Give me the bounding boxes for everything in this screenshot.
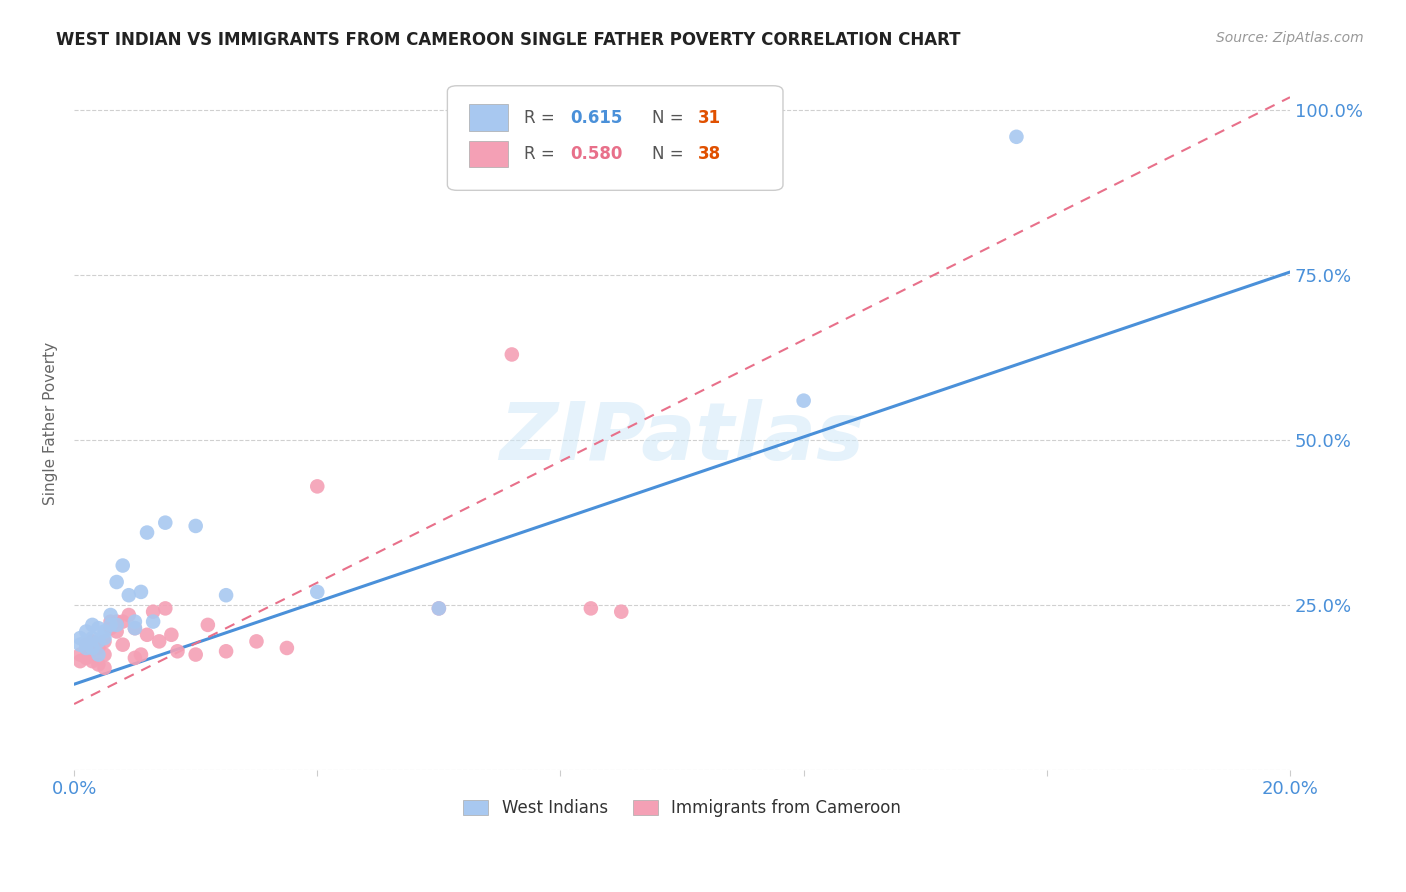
Point (69, 638, 91, 652)
Point (82, 640, 104, 655)
Point (148, 634, 170, 648)
Text: R =: R = (524, 145, 555, 163)
Point (93, 661, 115, 675)
Text: 31: 31 (697, 109, 721, 127)
Point (100, 607, 122, 622)
Point (87, 634, 110, 648)
Text: ZIPatlas: ZIPatlas (499, 399, 865, 476)
Point (82, 618, 104, 632)
Point (93, 624, 115, 639)
Point (75, 640, 97, 655)
Point (75, 638, 97, 652)
Point (105, 615, 128, 629)
Point (93, 634, 115, 648)
Point (93, 648, 115, 662)
Point (111, 558, 134, 573)
Text: Source: ZipAtlas.com: Source: ZipAtlas.com (1216, 31, 1364, 45)
Point (75, 634, 97, 648)
Point (100, 615, 122, 629)
Point (69, 631, 91, 645)
Point (155, 516, 177, 530)
Text: N =: N = (651, 145, 683, 163)
Point (105, 574, 128, 589)
Point (93, 631, 115, 645)
Legend: West Indians, Immigrants from Cameroon: West Indians, Immigrants from Cameroon (457, 793, 907, 824)
Text: 0.615: 0.615 (571, 109, 623, 127)
Point (579, 601, 602, 615)
Point (1005, 129, 1028, 144)
Point (105, 624, 128, 639)
Point (124, 615, 146, 629)
Point (105, 618, 128, 632)
Text: N =: N = (651, 109, 683, 127)
Point (184, 519, 207, 533)
Point (793, 393, 815, 408)
Point (276, 640, 298, 655)
Point (136, 525, 159, 540)
Point (124, 621, 146, 635)
Point (136, 628, 159, 642)
Point (87, 621, 110, 635)
Point (124, 651, 146, 665)
Point (118, 607, 141, 622)
Text: WEST INDIAN VS IMMIGRANTS FROM CAMEROON SINGLE FATHER POVERTY CORRELATION CHART: WEST INDIAN VS IMMIGRANTS FROM CAMEROON … (56, 31, 960, 49)
Point (427, 601, 450, 615)
Point (160, 628, 183, 642)
Point (155, 601, 177, 615)
Point (87, 648, 110, 662)
Point (307, 585, 329, 599)
Point (82, 631, 104, 645)
Point (82, 634, 104, 648)
Point (87, 657, 110, 672)
Point (184, 648, 207, 662)
Point (245, 634, 267, 648)
FancyBboxPatch shape (470, 104, 508, 131)
Point (427, 601, 450, 615)
Point (87, 640, 110, 655)
Point (215, 644, 238, 658)
Point (610, 605, 633, 619)
Point (215, 588, 238, 602)
Point (142, 615, 165, 629)
Y-axis label: Single Father Poverty: Single Father Poverty (44, 343, 58, 505)
Point (307, 479, 329, 493)
Point (501, 347, 523, 361)
Point (100, 618, 122, 632)
Point (142, 605, 165, 619)
FancyBboxPatch shape (447, 86, 783, 190)
Point (124, 621, 146, 635)
Point (129, 648, 152, 662)
Text: R =: R = (524, 109, 555, 127)
FancyBboxPatch shape (470, 141, 508, 168)
Point (166, 644, 188, 658)
Point (75, 651, 97, 665)
Point (100, 621, 122, 635)
Point (129, 585, 152, 599)
Point (82, 654, 104, 668)
Point (69, 654, 91, 668)
Point (118, 588, 141, 602)
Point (111, 638, 134, 652)
Point (69, 648, 91, 662)
Point (82, 644, 104, 658)
Text: 38: 38 (697, 145, 721, 163)
Text: 0.580: 0.580 (571, 145, 623, 163)
Point (75, 624, 97, 639)
Point (111, 615, 134, 629)
Point (197, 618, 219, 632)
